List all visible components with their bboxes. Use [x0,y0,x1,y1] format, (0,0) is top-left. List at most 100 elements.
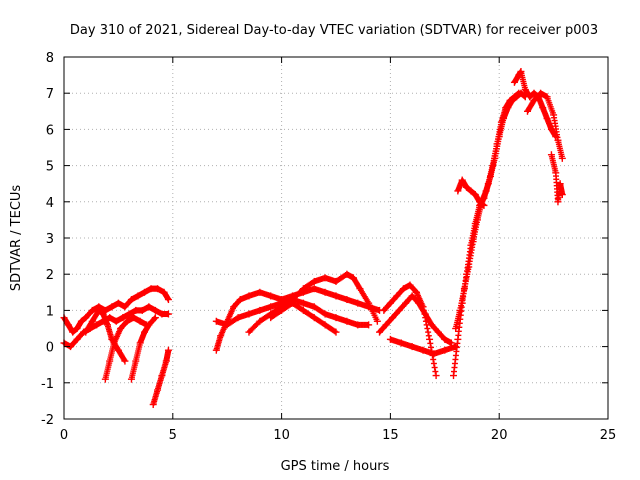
y-tick-label: 3 [46,232,54,247]
data-point [158,359,169,380]
data-point [278,300,295,314]
data-point [164,310,172,318]
data-point [558,154,566,162]
data-point [480,201,488,209]
data-point [395,300,408,314]
data-point [554,136,565,160]
data-point [458,176,470,190]
data-point [267,308,284,322]
data-point [164,296,172,304]
series-arc-6 [149,346,172,409]
data-point [332,328,340,336]
chart-title: Day 310 of 2021, Sidereal Day-to-day VTE… [70,23,598,38]
series-arc-15 [452,89,529,332]
data-point [382,315,395,329]
data-point [288,286,306,304]
data-point [386,293,400,307]
data-point [432,372,440,380]
data-point [73,329,86,343]
data-point [151,306,165,317]
data-point [149,388,161,409]
series-arc-9 [245,270,381,336]
data-point [389,308,402,322]
data-point [154,374,165,394]
data-point [450,340,461,380]
y-tick-label: 5 [46,160,54,175]
data-point [356,285,371,305]
series-arc-16 [454,176,488,209]
data-point [419,346,436,357]
series-arc-7 [212,285,384,354]
data-point [321,310,338,321]
data-point [373,317,381,325]
data-point [365,321,373,329]
series-arc-14 [450,89,523,380]
data-point [212,334,224,354]
axis-ticks: 0 5 10 15 20 25 -2 -1 0 1 2 3 4 5 6 7 8 [41,51,616,443]
data-point [321,274,338,285]
data-point [539,104,550,121]
x-tick-label: 10 [273,428,290,443]
data-point [486,157,498,180]
grid [64,57,608,419]
data-point [495,117,507,141]
y-tick-label: -1 [41,377,54,392]
data-point [550,111,561,141]
data-point [456,288,467,314]
data-point [430,347,447,358]
data-point [543,93,556,116]
data-point [354,299,371,310]
y-tick-label: -2 [41,413,54,428]
data-point [452,343,460,351]
data-point [482,175,494,195]
series-arc-19 [547,151,566,206]
data-point [460,266,472,293]
data-point [386,335,404,346]
y-tick-label: 6 [46,123,54,138]
y-axis-label: SDTVAR / TECUs [9,185,24,292]
data-point [162,348,172,365]
data-point [452,309,463,332]
data-point [127,360,139,383]
series-arc-5 [127,314,159,383]
data-point [558,191,566,199]
x-tick-label: 5 [169,428,177,443]
data-point [376,322,389,336]
y-tick-label: 2 [46,268,54,283]
data-point [419,303,432,339]
data-point [114,346,128,363]
series-arc-18 [523,89,566,162]
y-tick-label: 8 [46,51,54,66]
y-tick-label: 7 [46,87,54,102]
y-tick-label: 4 [46,196,54,211]
data-point [164,346,172,354]
data-point [310,314,327,328]
data-point [321,321,338,335]
x-axis-label: GPS time / hours [281,459,390,474]
data-point [121,357,129,365]
x-tick-label: 25 [600,428,617,443]
x-tick-label: 20 [491,428,508,443]
data-point [332,292,349,303]
data-point [491,136,502,162]
data-point [101,360,113,383]
series-arc-11 [376,292,455,347]
data-point [299,279,317,293]
series-arc-10 [267,299,340,336]
data-point [127,293,141,304]
y-tick-label: 0 [46,341,54,356]
data-points [60,67,566,409]
data-point [517,67,528,91]
data-point [132,341,143,365]
data-point [151,314,159,322]
data-point [141,286,154,296]
data-point [145,303,158,313]
y-tick-label: 1 [46,304,54,319]
data-point [138,304,152,314]
data-point [513,90,524,101]
x-tick-label: 15 [382,428,399,443]
data-point [106,341,117,365]
series-arc-12 [380,281,440,380]
data-point [365,299,380,323]
